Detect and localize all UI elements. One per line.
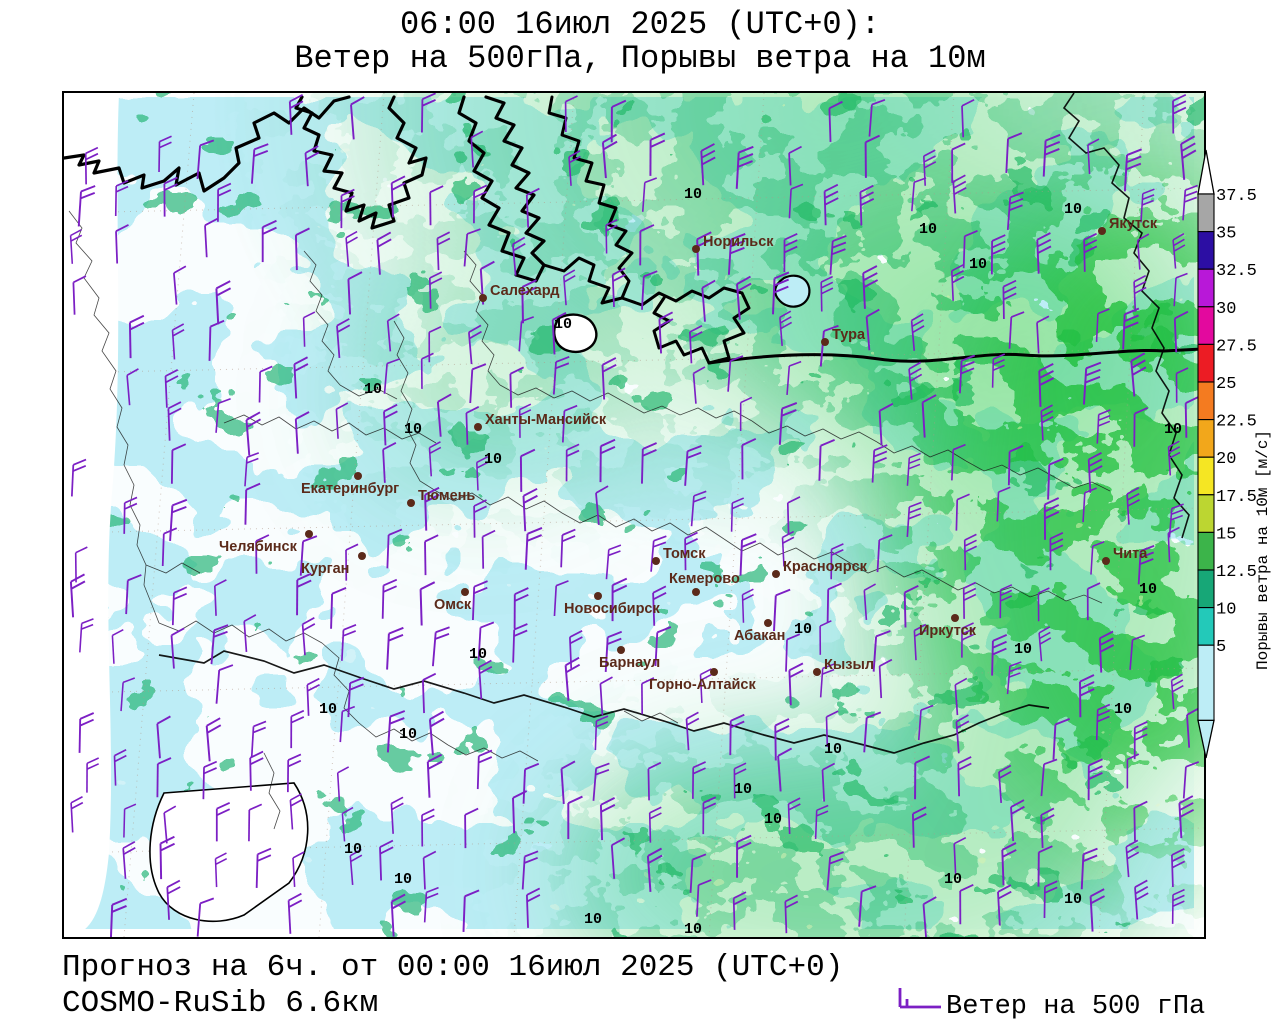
svg-text:10: 10 [919,221,937,238]
svg-text:Кемерово: Кемерово [669,571,740,587]
svg-text:Ханты-Мансийск: Ханты-Мансийск [485,412,607,428]
svg-text:Абакан: Абакан [734,628,785,644]
svg-text:Кызыл: Кызыл [824,657,874,673]
svg-text:10: 10 [764,811,782,828]
svg-text:Иркутск: Иркутск [919,623,977,639]
svg-text:10: 10 [1216,601,1236,620]
svg-text:10: 10 [364,381,382,398]
svg-text:10: 10 [554,316,572,333]
svg-text:Тура: Тура [832,327,866,343]
svg-text:Ветер на 500 гПа: Ветер на 500 гПа [946,992,1205,1022]
svg-text:Екатеринбург: Екатеринбург [301,481,399,497]
svg-text:Норильск: Норильск [703,234,774,250]
svg-text:15: 15 [1216,525,1236,544]
svg-text:Курган: Курган [301,561,349,577]
svg-text:10: 10 [344,841,362,858]
svg-text:10: 10 [399,726,417,743]
svg-text:37.5: 37.5 [1216,187,1257,206]
svg-text:Якутск: Якутск [1109,216,1158,232]
svg-text:20: 20 [1216,450,1236,469]
svg-text:10: 10 [944,871,962,888]
svg-text:Порывы ветра на 10м [м/с]: Порывы ветра на 10м [м/с] [1254,430,1272,670]
svg-text:Омск: Омск [434,597,472,613]
svg-text:17.5: 17.5 [1216,488,1257,507]
svg-text:25: 25 [1216,375,1236,394]
svg-text:30: 30 [1216,300,1236,319]
svg-text:10: 10 [394,871,412,888]
svg-text:10: 10 [1064,891,1082,908]
svg-text:10: 10 [404,421,422,438]
svg-text:Челябинск: Челябинск [219,539,298,555]
svg-text:27.5: 27.5 [1216,337,1257,356]
svg-text:Новосибирск: Новосибирск [564,601,660,617]
svg-text:10: 10 [794,621,812,638]
svg-text:Томск: Томск [663,546,706,562]
svg-text:10: 10 [319,701,337,718]
svg-text:Красноярск: Красноярск [783,559,868,575]
svg-text:Барнаул: Барнаул [599,655,660,671]
svg-text:22.5: 22.5 [1216,413,1257,432]
svg-text:Тюмень: Тюмень [418,488,475,504]
svg-text:10: 10 [684,921,702,937]
svg-text:Чита: Чита [1113,546,1148,562]
svg-text:12.5: 12.5 [1216,563,1257,582]
svg-text:Горно-Алтайск: Горно-Алтайск [649,677,756,693]
svg-text:32.5: 32.5 [1216,262,1257,281]
svg-text:10: 10 [1114,701,1132,718]
svg-text:10: 10 [734,781,752,798]
svg-text:10: 10 [1139,581,1157,598]
svg-text:10: 10 [484,451,502,468]
svg-text:35: 35 [1216,225,1236,244]
svg-text:Салехард: Салехард [490,283,559,299]
svg-text:10: 10 [584,911,602,928]
svg-text:10: 10 [969,256,987,273]
svg-text:10: 10 [824,741,842,758]
svg-text:10: 10 [469,646,487,663]
svg-text:10: 10 [1014,641,1032,658]
svg-text:10: 10 [1164,421,1182,438]
svg-text:10: 10 [684,186,702,203]
svg-text:10: 10 [1064,201,1082,218]
svg-text:5: 5 [1216,638,1226,657]
